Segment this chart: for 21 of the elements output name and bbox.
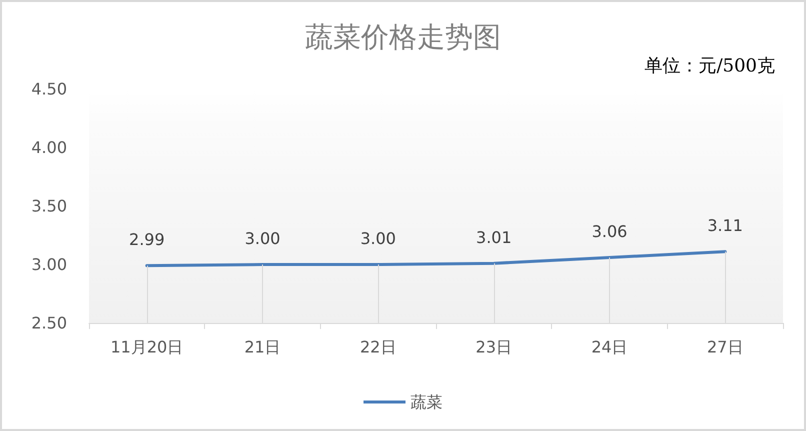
data-label: 3.06 <box>592 222 628 241</box>
data-label: 3.00 <box>244 229 280 248</box>
data-label: 3.01 <box>476 228 512 247</box>
y-tick-label: 3.50 <box>31 196 67 216</box>
line-series <box>145 250 727 268</box>
y-tick-label: 4.00 <box>31 138 67 157</box>
x-tick-label: 23日 <box>476 338 512 356</box>
y-tick-label: 3.00 <box>31 255 67 274</box>
x-tick-label: 22日 <box>360 338 396 356</box>
y-tick-label: 2.50 <box>31 314 67 332</box>
x-tick-label: 11月20日 <box>110 338 184 356</box>
y-tick-label: 4.50 <box>31 80 67 98</box>
data-label: 3.11 <box>707 216 743 236</box>
x-tick-label: 24日 <box>591 338 628 356</box>
x-tick-label: 27日 <box>706 338 744 356</box>
data-label: 2.99 <box>129 230 165 250</box>
legend-label: 蔬菜 <box>410 392 442 412</box>
chart-title: 蔬菜价格走势图 <box>305 20 501 54</box>
data-label: 3.00 <box>360 229 396 248</box>
text: 单位：元/500克 <box>644 56 775 76</box>
x-tick-label: 21日 <box>244 338 281 356</box>
